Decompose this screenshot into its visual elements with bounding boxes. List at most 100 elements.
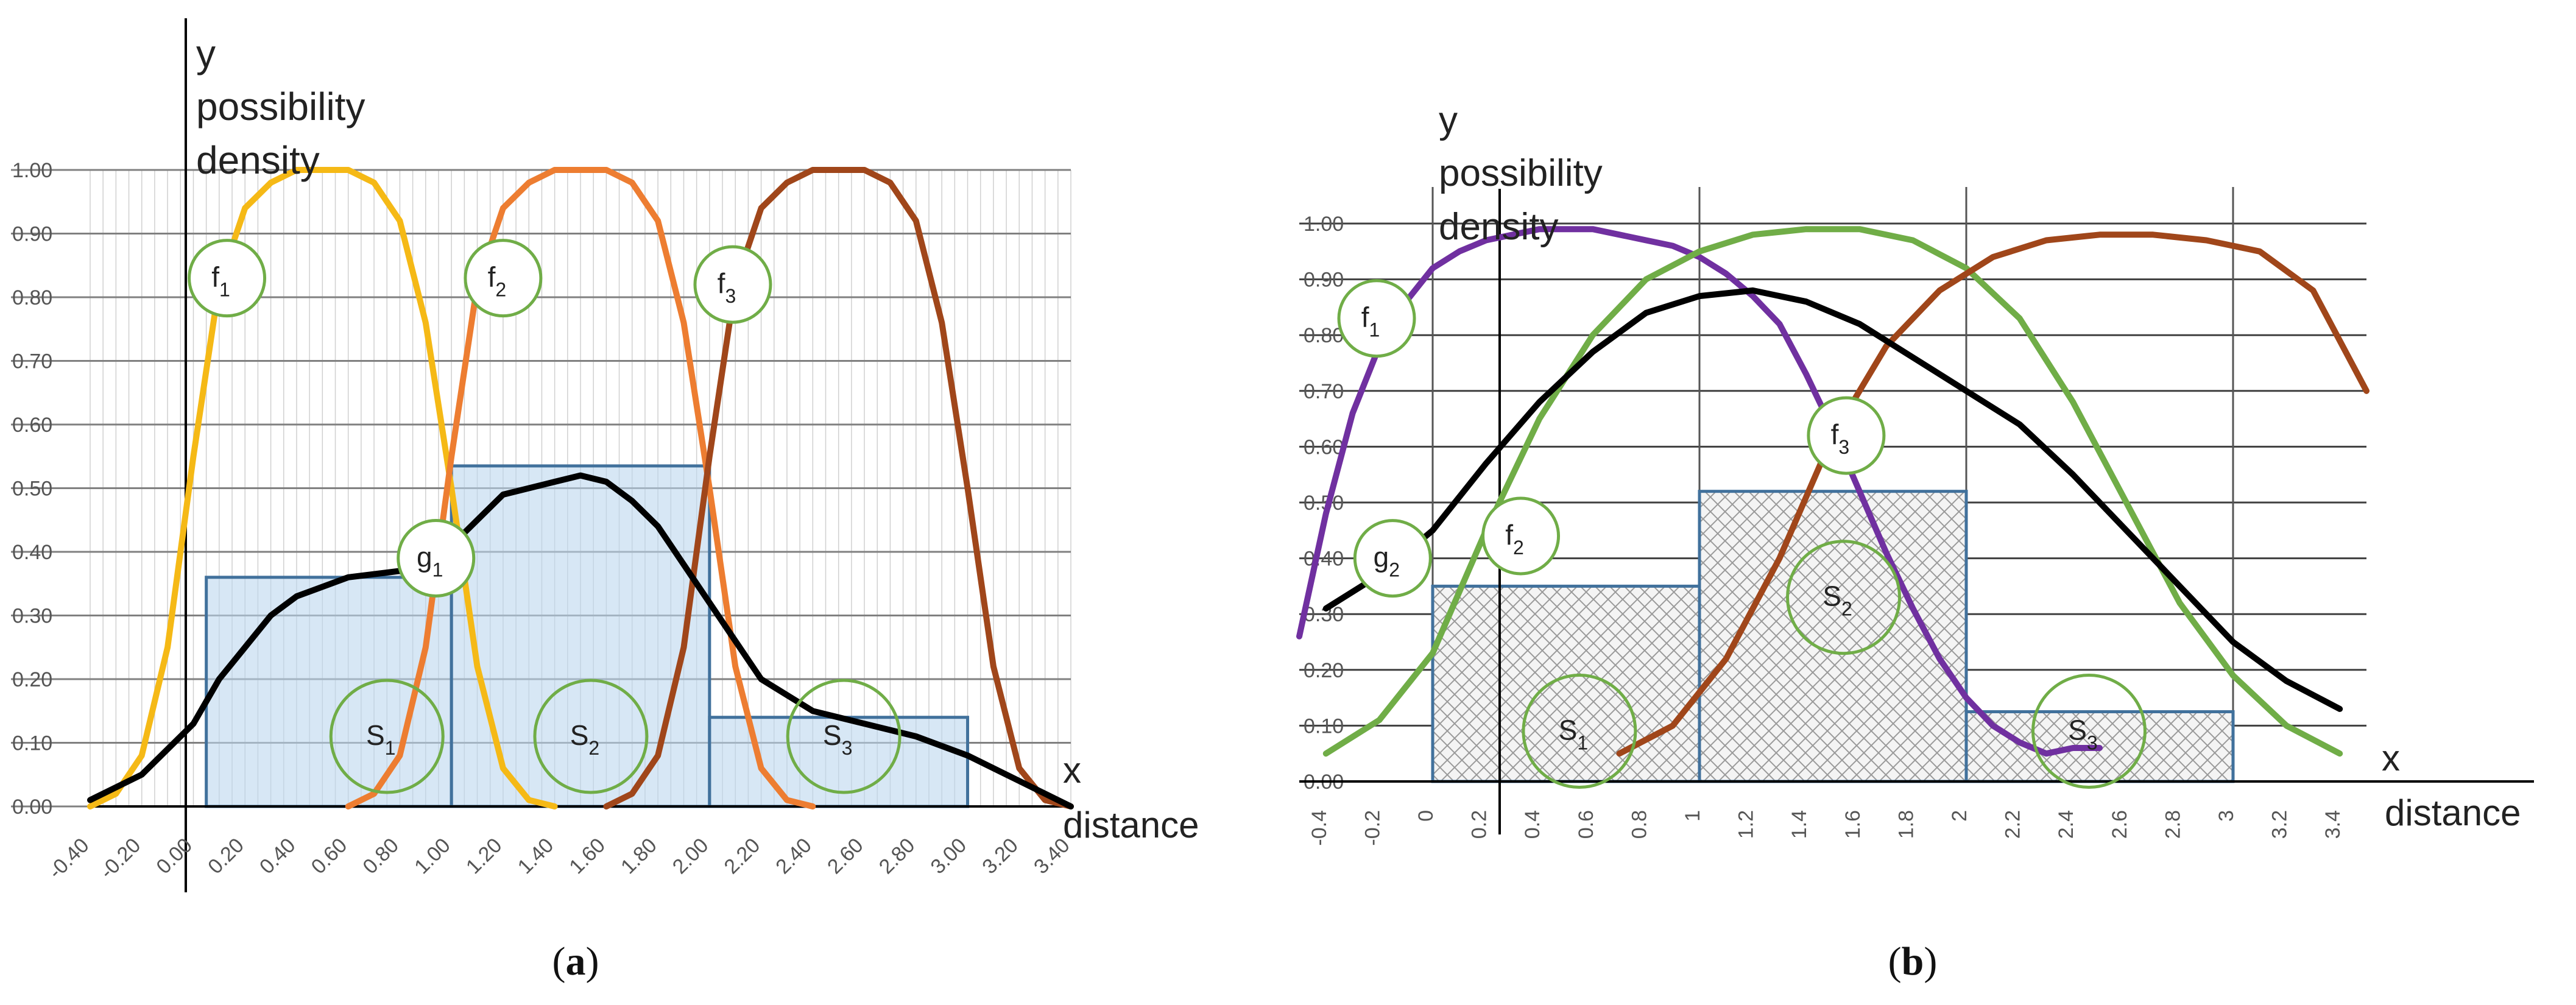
x-tick-label: 0.2 — [1468, 810, 1491, 839]
x-axis-label: distance — [1063, 805, 1199, 845]
x-tick-label: 2.00 — [668, 834, 713, 879]
panel-caption: (a) — [552, 939, 599, 984]
y-axis-label: density — [1439, 206, 1558, 248]
caption-paren: ( — [1888, 939, 1902, 984]
x-tick-label: 1.20 — [462, 834, 507, 879]
x-tick-label: 0.20 — [203, 834, 249, 879]
y-axis-label: y — [196, 32, 216, 76]
y-tick-label: 0.90 — [12, 223, 52, 246]
caption-paren: ) — [586, 939, 599, 984]
label-bubble-f1 — [1337, 279, 1416, 358]
label-bubble-f3 — [1807, 396, 1886, 475]
x-tick-label: 3.20 — [978, 834, 1023, 879]
bubble-subscript: 2 — [495, 279, 506, 301]
x-tick-label: -0.4 — [1308, 810, 1331, 846]
x-tick-label: 1.4 — [1788, 810, 1811, 839]
x-tick-label: 0.40 — [255, 834, 300, 879]
y-tick-label: 0.10 — [1304, 714, 1344, 738]
x-tick-label: 0.6 — [1575, 810, 1598, 839]
caption-letter: b — [1902, 939, 1924, 984]
x-tick-label: 2.80 — [875, 834, 920, 879]
chart-panel-a: 0.00 0.10 0.20 0.30 0.40 0.50 0.60 0.70 0.80 0.90… — [11, 18, 1199, 984]
label-bubble-s2 — [533, 679, 649, 794]
y-tick-label: 0.20 — [12, 668, 52, 691]
x-tick-label: 2.20 — [720, 834, 765, 879]
curve-g2 — [1322, 287, 2343, 712]
x-tick-label: 3.2 — [2268, 810, 2292, 839]
x-tick-label: 0.60 — [307, 834, 352, 879]
bubble-subscript: 1 — [1577, 732, 1588, 754]
x-axis-label: distance — [2385, 792, 2521, 833]
x-tick-label: 1.80 — [616, 834, 662, 879]
y-axis-label: density — [196, 138, 320, 182]
x-tick-label: 0.4 — [1521, 810, 1544, 839]
y-tick-label: 0.60 — [12, 414, 52, 437]
y-tick-label: 0.40 — [1304, 548, 1344, 571]
x-tick-label: -0.20 — [96, 834, 146, 884]
area-rect-s2 — [1698, 490, 1968, 783]
panel-caption: (b) — [1888, 939, 1938, 984]
curve-f3 — [1616, 231, 2370, 757]
y-tick-label: 0.00 — [12, 795, 52, 819]
label-bubble-s2 — [1786, 540, 1902, 655]
label-bubble-s3 — [2031, 674, 2147, 789]
x-tick-label: 2.60 — [823, 834, 868, 879]
x-tick-label: 3.4 — [2321, 810, 2345, 839]
label-bubble-f2 — [1481, 496, 1561, 576]
y-axis-label: possibility — [1439, 152, 1603, 194]
y-tick-label: 0.80 — [12, 286, 52, 309]
x-tick-label: 1.00 — [410, 834, 455, 879]
bubble-subscript: 1 — [385, 737, 396, 759]
bubble-subscript: 3 — [2087, 732, 2098, 754]
x-tick-label: 2 — [1948, 810, 1971, 822]
label-bubble-f1 — [188, 239, 267, 318]
x-tick-label: 3 — [2215, 810, 2238, 822]
bubble-subscript: 1 — [219, 279, 230, 301]
y-axis-label: possibility — [196, 85, 365, 129]
y-tick-label: 1.00 — [1304, 213, 1344, 236]
x-tick-label: -0.40 — [44, 834, 94, 884]
bubble-subscript: 1 — [432, 559, 443, 580]
x-tick-label: 2.6 — [2108, 810, 2131, 839]
y-tick-label: 0.80 — [1304, 324, 1344, 347]
bubble-subscript: 2 — [1841, 598, 1852, 620]
x-tick-label: 2.8 — [2161, 810, 2184, 839]
x-tick-label: 3.00 — [926, 834, 972, 879]
bubble-subscript: 1 — [1369, 319, 1380, 341]
caption-paren: ) — [1924, 939, 1937, 984]
bubble-subscript: 2 — [1513, 537, 1524, 559]
y-tick-label: 0.50 — [12, 478, 52, 501]
x-tick-label: 0.00 — [152, 834, 197, 879]
curve-f2 — [345, 167, 816, 809]
area-rect-s2 — [450, 464, 711, 808]
x-tick-label: 1 — [1681, 810, 1704, 822]
y-tick-label: 0.70 — [12, 350, 52, 373]
label-bubble-s1 — [329, 679, 445, 794]
caption-letter: a — [566, 939, 586, 984]
x-tick-label: 1.8 — [1894, 810, 1918, 839]
bubble-subscript: 3 — [1838, 436, 1849, 458]
y-tick-label: 0.30 — [12, 605, 52, 628]
bubble-subscript: 3 — [725, 285, 736, 307]
area-rect-s1 — [205, 576, 453, 808]
y-axis-label: y — [1439, 99, 1458, 141]
x-tick-label: 1.60 — [565, 834, 610, 879]
y-tick-label: 0.60 — [1304, 436, 1344, 459]
x-tick-label: 1.40 — [513, 834, 559, 879]
x-tick-label: -0.2 — [1361, 810, 1384, 846]
y-tick-label: 0.70 — [1304, 380, 1344, 403]
label-bubble-s3 — [786, 679, 902, 794]
chart-panel-b: 0.000.100.200.300.400.500.600.700.800.90… — [1296, 99, 2534, 984]
bubble-subscript: 3 — [842, 737, 853, 759]
y-tick-label: 0.40 — [12, 541, 52, 564]
curve-f1 — [87, 167, 558, 809]
x-tick-label: 0 — [1414, 810, 1438, 822]
label-bubble-g2 — [1353, 519, 1432, 598]
x-tick-label: 0.8 — [1628, 810, 1651, 839]
curve-f3 — [603, 167, 1074, 809]
x-tick-label: 2.40 — [771, 834, 816, 879]
x-tick-label: 2.4 — [2055, 810, 2078, 839]
y-tick-label: 0.20 — [1304, 659, 1344, 682]
x-axis-symbol: x — [1063, 750, 1081, 791]
